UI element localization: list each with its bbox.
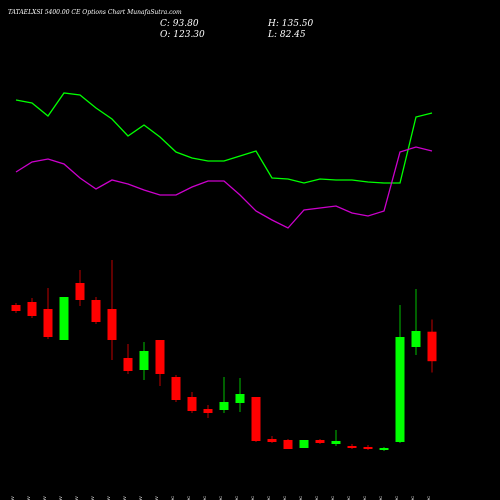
chart-title: TATAELXSI 5400.00 CE Options Chart Munaf… bbox=[8, 9, 182, 16]
candle-body bbox=[219, 402, 229, 410]
x-tick-label: 17 Dec bbox=[346, 496, 352, 500]
candle-body bbox=[347, 446, 357, 448]
x-tick-label: 18 Nov bbox=[26, 496, 32, 500]
x-tick-label: 20 Dec bbox=[394, 496, 400, 500]
x-tick-label: 04 Dec bbox=[202, 496, 208, 500]
indicator-line bbox=[15, 92, 433, 184]
candle-body bbox=[379, 448, 389, 450]
x-tick-label: 22 Nov bbox=[74, 496, 80, 500]
x-tick-label: 14 Nov bbox=[10, 496, 16, 500]
x-tick-label: 05 Dec bbox=[218, 496, 224, 500]
candle-body bbox=[123, 358, 133, 371]
candle-body bbox=[203, 409, 213, 413]
candle-body bbox=[11, 305, 21, 311]
x-tick-label: 25 Nov bbox=[90, 496, 96, 500]
x-tick-label: 09 Dec bbox=[250, 496, 256, 500]
candle-body bbox=[27, 302, 37, 316]
candle-body bbox=[155, 340, 165, 374]
candle-body bbox=[299, 440, 309, 448]
candle-body bbox=[315, 440, 325, 443]
x-tick-label: 24 Dec bbox=[426, 496, 432, 500]
candle-body bbox=[171, 377, 181, 400]
x-tick-label: 18 Dec bbox=[362, 496, 368, 500]
x-tick-label: 06 Dec bbox=[234, 496, 240, 500]
candle-body bbox=[395, 337, 405, 442]
ohlc-label: C: 93.80 bbox=[160, 19, 199, 29]
candle-body bbox=[427, 331, 437, 362]
x-tick-label: 16 Dec bbox=[330, 496, 336, 500]
candle-body bbox=[139, 351, 149, 370]
x-tick-label: 28 Nov bbox=[138, 496, 144, 500]
candle-body bbox=[283, 440, 293, 449]
candle-body bbox=[107, 309, 117, 340]
x-tick-label: 02 Dec bbox=[170, 496, 176, 500]
indicator-line bbox=[15, 146, 433, 229]
x-tick-label: 10 Dec bbox=[266, 496, 272, 500]
candle-body bbox=[187, 397, 197, 411]
x-tick-label: 27 Nov bbox=[122, 496, 128, 500]
candle-body bbox=[251, 397, 261, 441]
candle-body bbox=[43, 309, 53, 337]
candle-body bbox=[91, 300, 101, 322]
candle-body bbox=[235, 394, 245, 403]
x-tick-label: 26 Nov bbox=[106, 496, 112, 500]
x-tick-label: 23 Dec bbox=[410, 496, 416, 500]
x-tick-label: 13 Dec bbox=[314, 496, 320, 500]
x-tick-label: 12 Dec bbox=[298, 496, 304, 500]
candle-body bbox=[411, 331, 421, 347]
x-tick-label: 21 Nov bbox=[58, 496, 64, 500]
ohlc-label: L: 82.45 bbox=[267, 30, 306, 40]
candle-body bbox=[59, 297, 69, 340]
x-tick-label: 29 Nov bbox=[154, 496, 160, 500]
candle-body bbox=[331, 441, 341, 444]
x-tick-label: 11 Dec bbox=[282, 496, 288, 500]
ohlc-label: H: 135.50 bbox=[267, 19, 314, 29]
ohlc-label: O: 123.30 bbox=[160, 30, 205, 40]
x-tick-label: 03 Dec bbox=[186, 496, 192, 500]
x-tick-label: 19 Dec bbox=[378, 496, 384, 500]
candle-body bbox=[267, 439, 277, 442]
candle-body bbox=[363, 447, 373, 449]
candle-body bbox=[75, 283, 85, 300]
x-tick-label: 19 Nov bbox=[42, 496, 48, 500]
